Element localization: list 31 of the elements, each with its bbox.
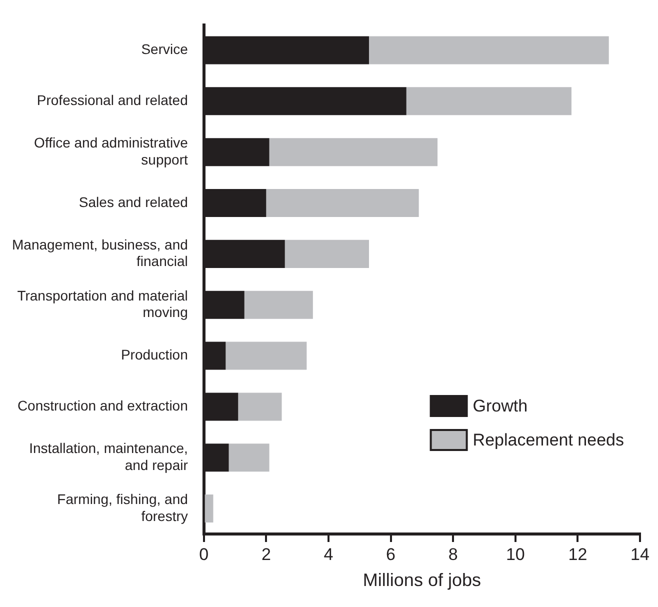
x-axis-title: Millions of jobs (362, 570, 481, 590)
y-tick-label: Installation, maintenance, and repair (29, 440, 188, 473)
bar (269, 138, 438, 166)
y-tick-label: Farming, fishing, and forestry (57, 491, 188, 524)
y-tick-label: Management, business, and financial (12, 236, 188, 270)
legend-label: Replacement needs (472, 430, 624, 450)
x-tick-label: 2 (261, 544, 271, 564)
bar (284, 240, 369, 268)
bar (244, 290, 313, 319)
bar (238, 392, 282, 421)
bar (228, 444, 270, 472)
x-tick-label: 8 (448, 544, 458, 564)
x-tick-label: 10 (506, 544, 525, 564)
x-tick-label: 0 (199, 544, 209, 564)
y-tick-label: Construction and extraction (17, 398, 188, 414)
legend-label: Growth (472, 396, 528, 416)
bar (266, 189, 419, 218)
y-tick-label: Sales and related (78, 194, 188, 210)
y-tick-label: Production (120, 346, 188, 363)
bar (368, 36, 609, 64)
y-tick-label: Service (141, 41, 188, 58)
x-tick-label: 6 (386, 544, 396, 564)
y-tick-label: Transportation and material moving (17, 287, 188, 320)
bar (204, 494, 214, 523)
x-tick-label: 14 (630, 544, 650, 564)
y-tick-label: Professional and related (36, 92, 188, 108)
x-tick-label: 12 (568, 544, 588, 564)
y-tick-label: Office and administrative support (34, 134, 188, 168)
bar (226, 342, 307, 370)
x-tick-label: 4 (324, 544, 334, 564)
bar (406, 87, 572, 116)
